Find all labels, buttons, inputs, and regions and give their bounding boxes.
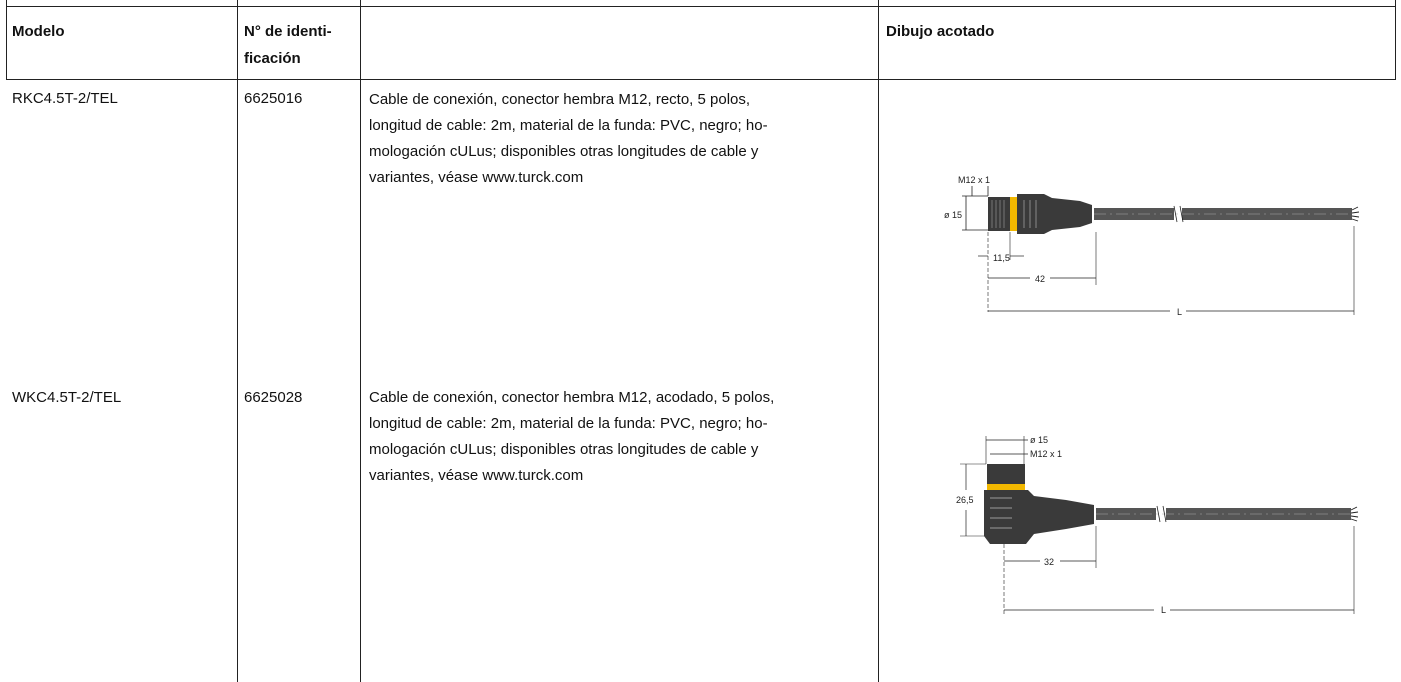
header-id-line2: ficación bbox=[244, 50, 301, 67]
header-model: Modelo bbox=[12, 23, 65, 40]
column-divider bbox=[360, 0, 361, 682]
column-divider bbox=[878, 0, 879, 682]
length-a-label: 11,5 bbox=[993, 253, 1010, 263]
row2-desc-line4: variantes, véase www.turck.com bbox=[369, 467, 584, 484]
header-id-line1: N° de identi- bbox=[244, 23, 332, 40]
table-top-rule bbox=[6, 6, 1396, 7]
row2-model: WKC4.5T-2/TEL bbox=[12, 389, 122, 406]
row1-desc-line2: longitud de cable: 2m, material de la fu… bbox=[369, 117, 768, 134]
height-label: 26,5 bbox=[956, 495, 974, 505]
length-b-label: 32 bbox=[1044, 557, 1054, 567]
column-divider bbox=[1395, 0, 1396, 79]
row2-id: 6625028 bbox=[244, 389, 303, 406]
row2-desc-line3: mologación cULus; disponibles otras long… bbox=[369, 441, 759, 458]
row1-desc-line1: Cable de conexión, conector hembra M12, … bbox=[369, 91, 751, 108]
row2-top-rule-left bbox=[237, 380, 238, 381]
header-bottom-rule bbox=[6, 79, 1396, 80]
diameter-label: ø 15 bbox=[1030, 435, 1048, 445]
header-drawing: Dibujo acotado bbox=[886, 23, 995, 40]
column-divider bbox=[237, 0, 238, 682]
row1-desc-line4: variantes, véase www.turck.com bbox=[369, 169, 584, 186]
thread-label: M12 x 1 bbox=[1030, 449, 1062, 459]
length-total-label: L bbox=[1161, 605, 1166, 615]
length-b-label: 42 bbox=[1035, 274, 1045, 284]
diameter-label: ø 15 bbox=[944, 210, 962, 220]
row2-desc-line1: Cable de conexión, conector hembra M12, … bbox=[369, 389, 775, 406]
row2-desc-line2: longitud de cable: 2m, material de la fu… bbox=[369, 415, 768, 432]
row1-desc-line3: mologación cULus; disponibles otras long… bbox=[369, 143, 759, 160]
thread-label: M12 x 1 bbox=[958, 175, 990, 185]
column-divider bbox=[6, 0, 7, 79]
row1-model: RKC4.5T-2/TEL bbox=[12, 90, 118, 107]
length-total-label: L bbox=[1177, 307, 1182, 317]
angled-connector-drawing: ø 15 M12 x 1 26,5 32 L bbox=[956, 435, 1359, 615]
row1-id: 6625016 bbox=[244, 90, 303, 107]
straight-connector-drawing: M12 x 1 ø 15 11,5 42 L bbox=[944, 175, 1360, 317]
